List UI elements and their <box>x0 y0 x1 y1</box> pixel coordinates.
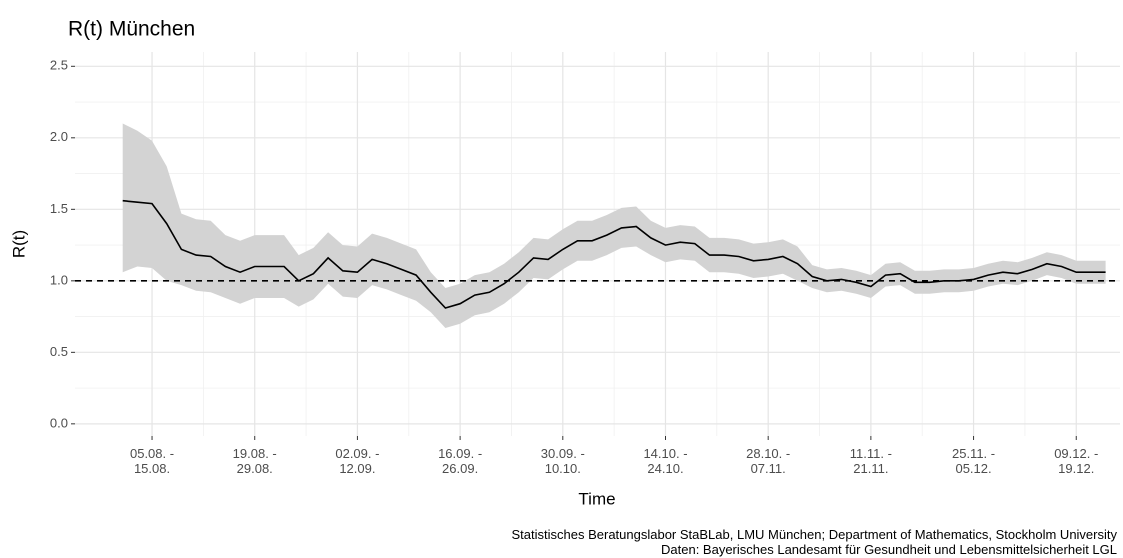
caption: Statistisches Beratungslabor StaBLab, LM… <box>511 527 1118 542</box>
y-tick-label: 2.0 <box>50 129 68 144</box>
y-tick-label: 1.0 <box>50 272 68 287</box>
y-tick-label: 1.5 <box>50 201 68 216</box>
x-tick-label: 30.09. - 10.10. <box>540 446 585 476</box>
x-tick-label: 02.09. - 12.09. <box>335 446 380 476</box>
x-tick-label: 11.11. - 21.11. <box>849 446 892 476</box>
caption: Daten: Bayerisches Landesamt für Gesundh… <box>661 542 1117 557</box>
x-tick-label: 16.09. - 26.09. <box>438 446 483 476</box>
x-tick-label: 19.08. - 29.08. <box>232 446 277 476</box>
y-axis-label: R(t) <box>9 230 28 258</box>
x-tick-label: 05.08. - 15.08. <box>129 446 175 476</box>
y-tick-label: 0.5 <box>50 344 68 359</box>
confidence-band <box>122 123 1106 328</box>
chart-title: R(t) München <box>68 18 195 41</box>
x-tick-label: 14.10. - 24.10. <box>643 446 688 476</box>
y-tick-label: 0.0 <box>50 415 68 430</box>
x-tick-label: 09.12. - 19.12. <box>1054 446 1099 476</box>
x-axis-label: Time <box>578 489 615 508</box>
x-tick-label: 25.11. - 05.12. <box>951 446 996 476</box>
x-tick-label: 28.10. - 07.11. <box>746 446 791 476</box>
line <box>122 199 1106 309</box>
y-tick-label: 2.5 <box>50 58 68 73</box>
